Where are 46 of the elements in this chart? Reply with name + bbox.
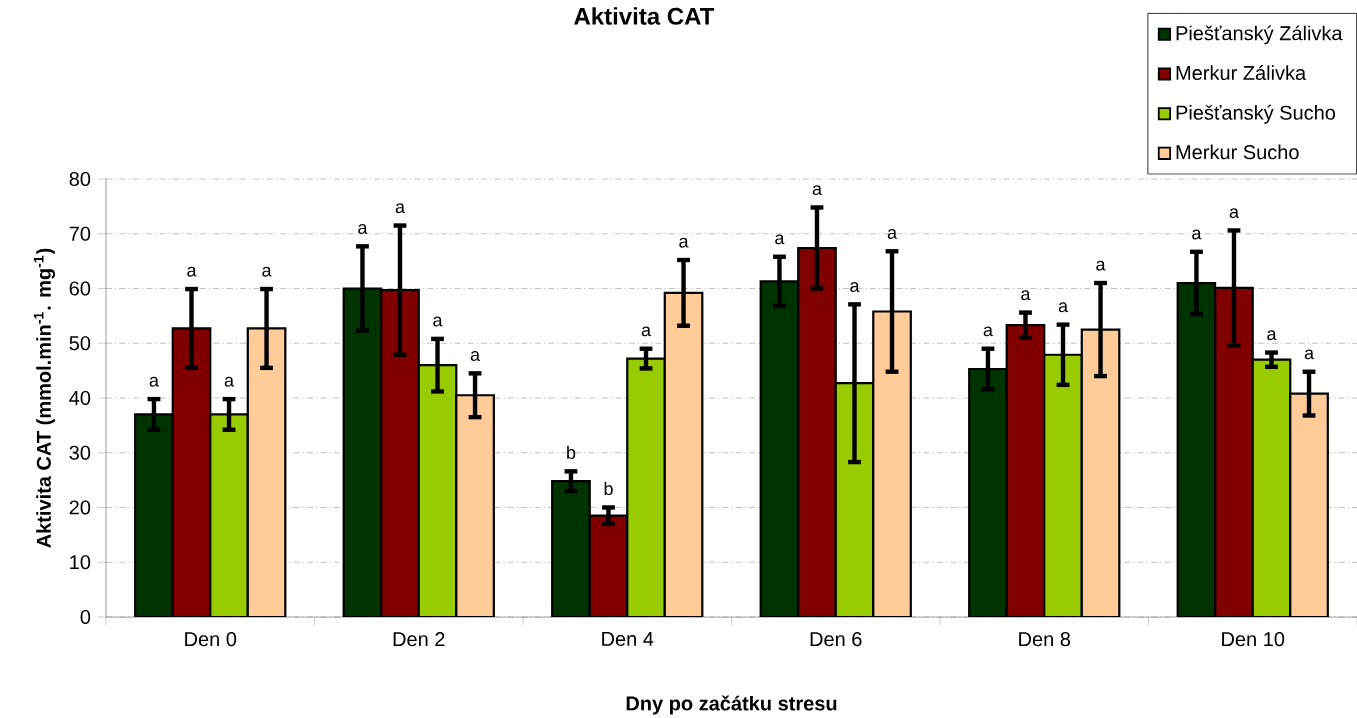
annotation: a bbox=[887, 229, 898, 239]
y-tick-label: 40 bbox=[69, 390, 91, 406]
annotation: a bbox=[1058, 302, 1069, 313]
x-tick-label: Den 10 bbox=[1222, 632, 1285, 647]
annotation: a bbox=[262, 266, 272, 277]
y-axis-title: Aktivita CAT (mmol.min$^{-1}$. mg$^{-1}$) bbox=[33, 248, 55, 548]
annotation: a bbox=[679, 237, 689, 248]
annotation: a bbox=[850, 282, 860, 292]
annotation: a bbox=[1021, 290, 1031, 301]
y-tick-label: 60 bbox=[69, 281, 91, 296]
y-tick-label: 20 bbox=[69, 500, 91, 515]
y-tick-label: 30 bbox=[69, 445, 91, 460]
annotation: a bbox=[224, 376, 235, 387]
y-tick-label: 0 bbox=[80, 609, 91, 625]
annotation: a bbox=[1304, 349, 1315, 360]
y-tick-label: 10 bbox=[70, 555, 91, 570]
annotation: a bbox=[983, 326, 993, 337]
x-tick-label: Den 8 bbox=[1019, 632, 1071, 647]
annotation: a bbox=[1229, 208, 1239, 219]
annotation: a bbox=[641, 326, 652, 337]
y-tick-label: 70 bbox=[69, 226, 91, 241]
annotation: a bbox=[149, 376, 159, 387]
legend-label: Merkur Sucho bbox=[1176, 144, 1299, 160]
annotation: a bbox=[433, 316, 443, 327]
legend-label: Piešťanský Sucho bbox=[1176, 104, 1336, 124]
x-tick-label: Den 2 bbox=[393, 632, 445, 647]
annotation: b bbox=[567, 445, 576, 459]
x-axis-title: Dny po začátku stresu bbox=[626, 695, 837, 715]
x-tick-label: Den 0 bbox=[185, 632, 237, 647]
annotation: a bbox=[187, 266, 197, 277]
annotation: b bbox=[604, 481, 613, 496]
annotation: a bbox=[395, 203, 405, 214]
y-tick-label: 50 bbox=[69, 336, 91, 351]
x-tick-label: Den 4 bbox=[602, 632, 654, 646]
annotation: a bbox=[470, 351, 481, 361]
annotation: a bbox=[1192, 229, 1202, 240]
chart-title: Aktivita CAT bbox=[574, 7, 715, 25]
annotation: a bbox=[1096, 260, 1106, 271]
legend-label: Piešťanský Zálivka bbox=[1176, 25, 1343, 45]
x-tick-label: Den 6 bbox=[810, 632, 862, 647]
annotation: a bbox=[812, 185, 822, 196]
annotation: a bbox=[775, 234, 785, 245]
legend-label: Merkur Zálivka bbox=[1176, 65, 1307, 81]
annotation: a bbox=[358, 224, 368, 234]
annotation: a bbox=[1267, 330, 1277, 341]
y-tick-label: 80 bbox=[69, 171, 91, 187]
